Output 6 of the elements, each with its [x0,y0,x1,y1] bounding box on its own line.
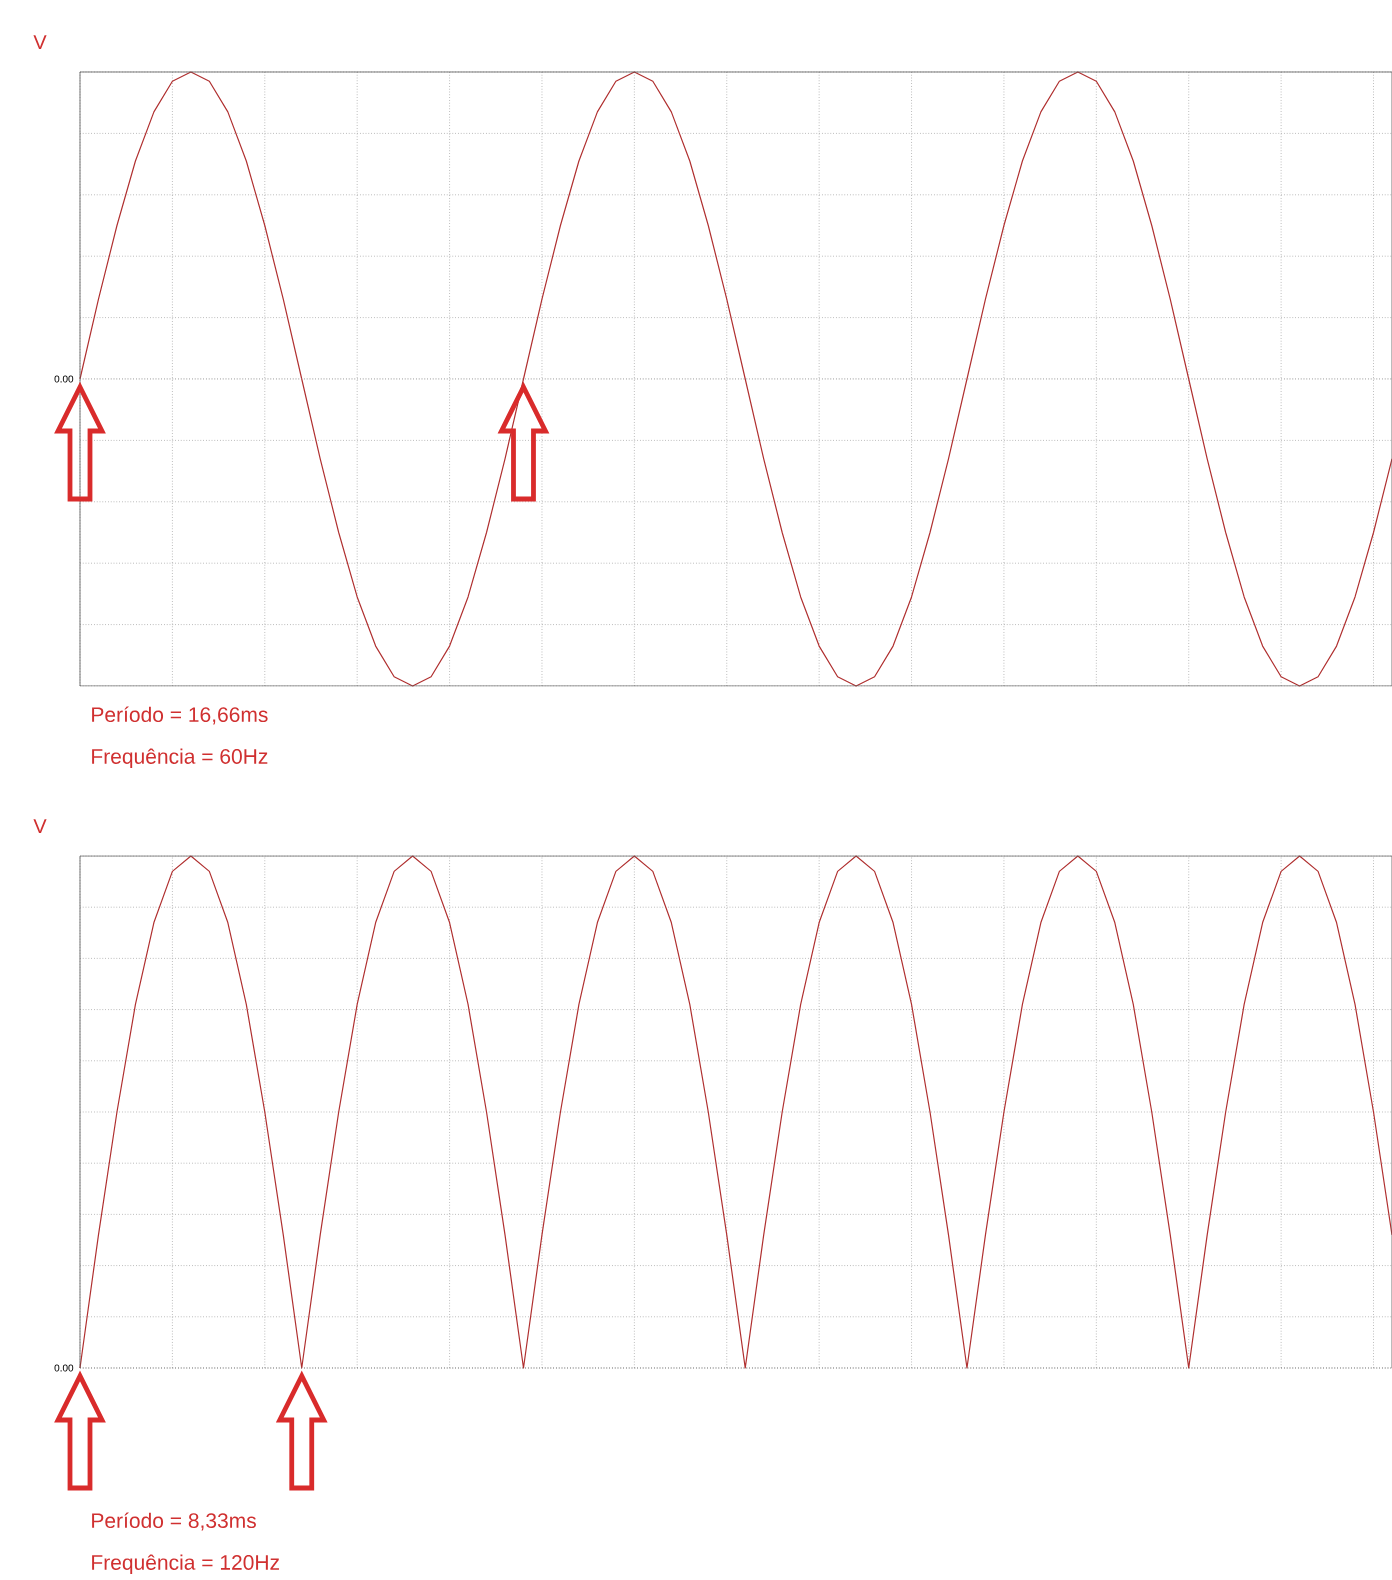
text: Frequência = 120Hz [91,1554,279,1575]
y-axis-title: V [33,819,47,833]
text: Frequência = 60Hz [91,748,268,769]
y-axis-title: V [33,35,47,49]
text: Período = 16,66ms [91,706,268,725]
text: Período = 8,33ms [91,1512,256,1531]
